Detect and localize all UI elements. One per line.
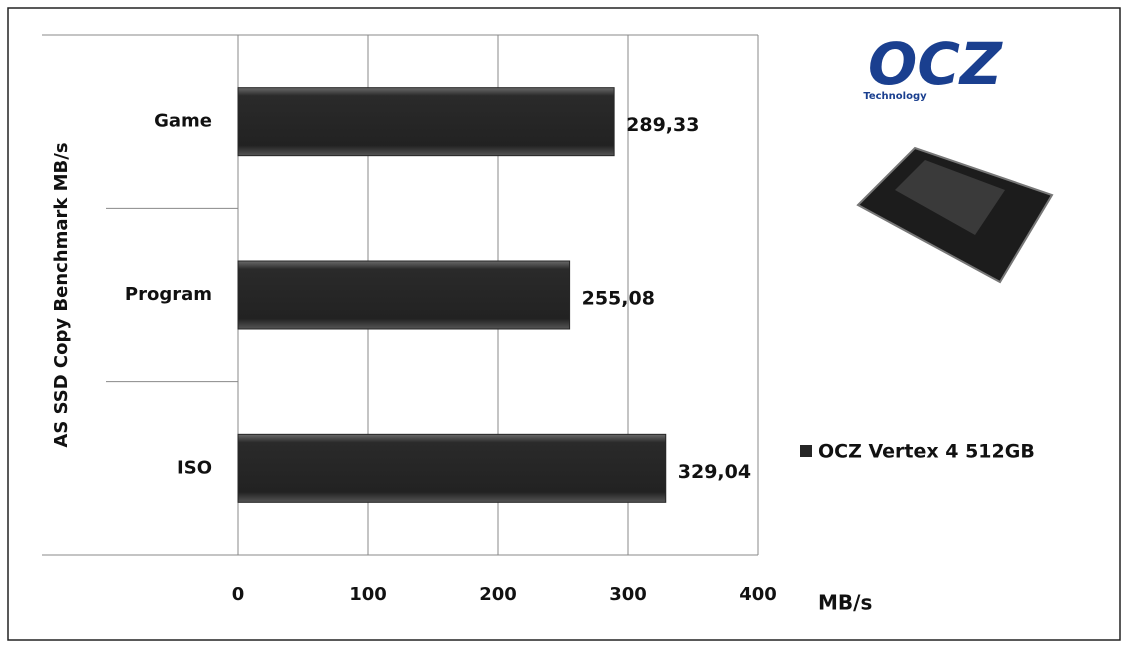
ssd-image (856, 146, 1054, 284)
value-label: 255,08 (582, 288, 655, 310)
x-tick-label: 0 (232, 584, 245, 605)
bar (237, 87, 615, 157)
x-tick-label: 200 (479, 584, 517, 605)
y-tick-label: Program (125, 284, 212, 305)
x-tick-label: 300 (609, 584, 647, 605)
x-tick-label: 100 (349, 584, 387, 605)
value-label: 289,33 (626, 114, 699, 136)
logo-text: OCZ (868, 30, 1003, 98)
legend-swatch (800, 445, 812, 457)
x-axis-title: MB/s (818, 591, 872, 615)
bar (237, 433, 667, 503)
legend-label: OCZ Vertex 4 512GB (818, 441, 1035, 463)
bar (237, 260, 571, 330)
y-axis-title: AS SSD Copy Benchmark MB/s (51, 142, 72, 447)
logo: OCZ Technology (863, 30, 1003, 102)
logo-subtitle: Technology (863, 91, 927, 102)
value-label: 329,04 (678, 461, 751, 483)
x-tick-label: 400 (739, 584, 777, 605)
y-tick-label: ISO (177, 457, 212, 478)
y-tick-label: Game (154, 111, 212, 132)
